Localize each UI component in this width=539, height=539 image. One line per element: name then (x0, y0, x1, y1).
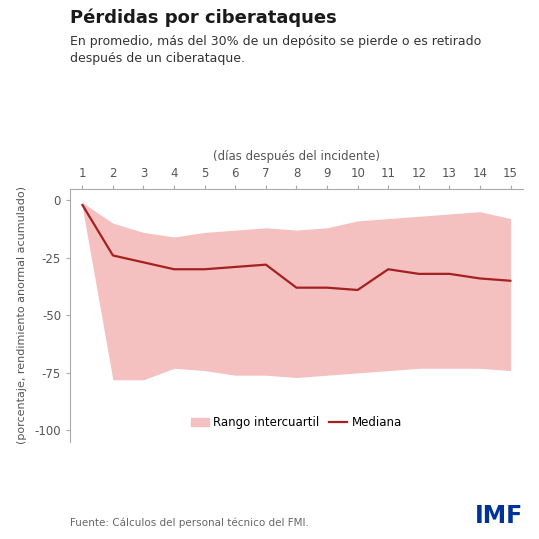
Text: IMF: IMF (474, 504, 523, 528)
Y-axis label: (porcentaje, rendimiento anormal acumulado): (porcentaje, rendimiento anormal acumula… (17, 186, 27, 444)
Legend: Rango intercuartil, Mediana: Rango intercuartil, Mediana (186, 411, 406, 433)
Text: En promedio, más del 30% de un depósito se pierde o es retirado
después de un ci: En promedio, más del 30% de un depósito … (70, 35, 481, 65)
Text: Pérdidas por ciberataques: Pérdidas por ciberataques (70, 8, 337, 26)
Text: Fuente: Cálculos del personal técnico del FMI.: Fuente: Cálculos del personal técnico de… (70, 518, 309, 528)
X-axis label: (días después del incidente): (días después del incidente) (213, 150, 380, 163)
